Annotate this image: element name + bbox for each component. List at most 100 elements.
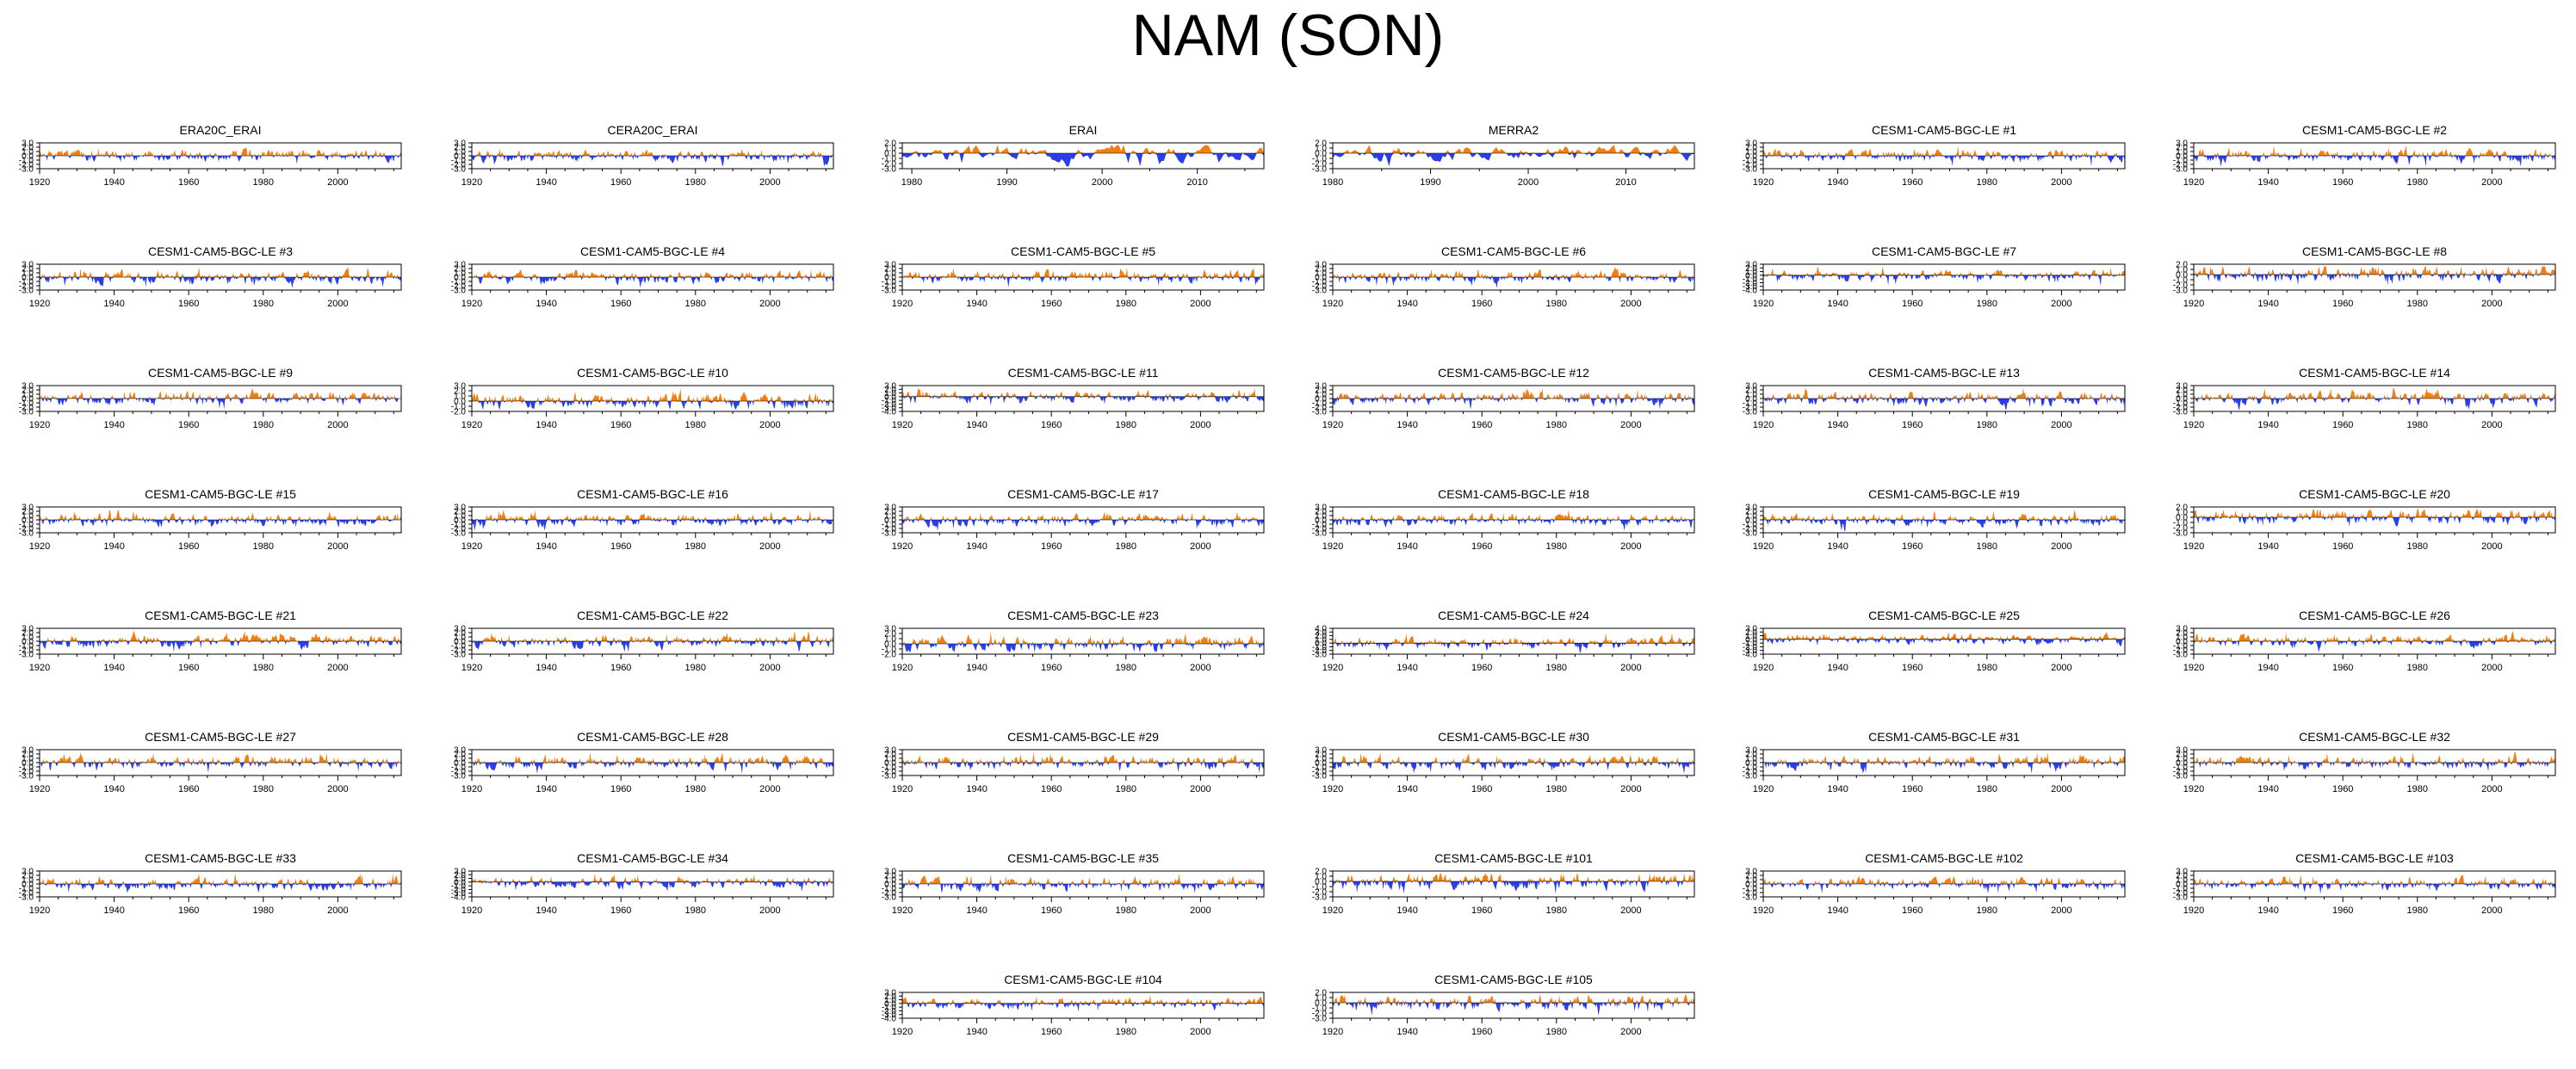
y-tick-label: -1.0 xyxy=(1743,640,1758,649)
x-tick-label: 2000 xyxy=(327,299,348,309)
x-tick-label: 1960 xyxy=(1471,1027,1492,1037)
y-tick-label: 1.0 xyxy=(1745,391,1757,400)
y-tick-label: 0.0 xyxy=(2176,638,2188,647)
y-tick-label: 1.0 xyxy=(2176,266,2188,275)
x-tick-label: 1920 xyxy=(892,541,913,552)
x-tick-label: 1920 xyxy=(892,663,913,673)
x-tick-label: 1940 xyxy=(1827,784,1848,794)
y-tick-label: 2.0 xyxy=(454,387,466,397)
y-tick-label: 1.0 xyxy=(2176,509,2188,518)
panel-34: CESM1-CAM5-BGC-LE #30 3.02.01.00.0-1.0-2.… xyxy=(1312,730,1695,794)
y-tick-label: -2.0 xyxy=(19,525,34,534)
y-tick-label: -3.0 xyxy=(882,529,897,539)
panel-21: CESM1-CAM5-BGC-LE #17 3.02.01.00.0-1.0-2.… xyxy=(882,487,1265,552)
y-tick-label: -1.0 xyxy=(19,885,34,894)
panel-title: CESM1-CAM5-BGC-LE #10 xyxy=(577,366,728,380)
y-tick-label: 3.0 xyxy=(454,139,466,149)
x-tick-label: 2000 xyxy=(327,177,348,188)
negative-area xyxy=(1333,881,1694,894)
negative-area xyxy=(902,277,1264,287)
negative-area xyxy=(2194,399,2555,410)
y-tick-label: -1.0 xyxy=(19,642,34,652)
positive-area xyxy=(40,752,401,763)
y-tick-label: -2.0 xyxy=(1743,643,1758,652)
positive-area xyxy=(1763,632,2125,640)
x-tick-label: 1920 xyxy=(461,177,482,188)
y-tick-label: -4.0 xyxy=(1743,287,1758,296)
y-tick-label: -1.0 xyxy=(19,763,34,773)
x-tick-label: 1920 xyxy=(1753,905,1774,916)
y-tick-label: 2.0 xyxy=(1745,144,1757,153)
x-tick-label: 2000 xyxy=(2051,177,2071,188)
positive-area xyxy=(40,267,401,277)
y-tick-label: -3.0 xyxy=(1743,893,1758,903)
y-tick-label: 2.0 xyxy=(884,751,896,760)
panel-12: CESM1-CAM5-BGC-LE #8 2.01.00.0-1.0-2.0-3.… xyxy=(2173,244,2556,309)
y-tick-label: 0.0 xyxy=(1315,395,1327,405)
y-tick-label: 0.0 xyxy=(22,759,34,769)
y-tick-label: 3.0 xyxy=(22,625,34,634)
panel-30: CESM1-CAM5-BGC-LE #26 3.02.01.00.0-1.0-2.… xyxy=(2173,609,2556,673)
y-tick-label: 2.0 xyxy=(884,508,896,517)
x-tick-label: 1980 xyxy=(253,663,274,673)
y-tick-label: -2.0 xyxy=(451,646,467,656)
x-tick-label: 1920 xyxy=(29,177,50,188)
y-tick-label: 1.0 xyxy=(22,876,34,886)
negative-area xyxy=(1763,520,2125,531)
x-tick-label: 1920 xyxy=(1322,1027,1343,1037)
negative-area xyxy=(1763,763,2125,774)
y-tick-label: -3.0 xyxy=(1312,529,1328,539)
y-tick-label: 0.0 xyxy=(2176,271,2188,281)
y-tick-label: -2.0 xyxy=(1312,404,1328,413)
y-tick-label: 2.0 xyxy=(454,144,466,153)
y-tick-label: -3.0 xyxy=(451,529,467,539)
y-tick-label: -3.0 xyxy=(451,889,467,899)
negative-area xyxy=(40,277,401,288)
y-tick-label: -3.0 xyxy=(882,404,897,413)
x-tick-label: 1920 xyxy=(461,905,482,916)
y-tick-label: -3.0 xyxy=(1312,651,1328,660)
x-tick-label: 2000 xyxy=(759,905,780,916)
panel-title: CESM1-CAM5-BGC-LE #9 xyxy=(148,366,293,380)
x-tick-label: 1960 xyxy=(610,541,631,552)
x-tick-label: 1940 xyxy=(1827,177,1848,188)
y-tick-label: 3.0 xyxy=(884,261,896,270)
y-tick-label: 2.0 xyxy=(2176,751,2188,760)
x-tick-label: 1920 xyxy=(29,663,50,673)
y-tick-label: 0.0 xyxy=(1745,271,1757,281)
y-tick-label: -1.0 xyxy=(451,403,467,412)
negative-area xyxy=(472,641,833,652)
positive-area xyxy=(1333,994,1694,1003)
y-tick-label: -2.0 xyxy=(882,889,897,899)
y-tick-label: 2.0 xyxy=(1315,265,1327,275)
y-tick-label: 3.0 xyxy=(1745,382,1757,392)
y-tick-label: -1.0 xyxy=(451,278,467,287)
y-tick-label: -2.0 xyxy=(19,768,34,777)
y-tick-label: -3.0 xyxy=(882,287,897,296)
x-tick-label: 2000 xyxy=(2051,905,2071,916)
y-tick-label: 1.0 xyxy=(454,148,466,158)
y-tick-label: 0.0 xyxy=(1745,881,1757,890)
negative-area xyxy=(472,156,833,167)
y-tick-label: 0.0 xyxy=(2176,514,2188,523)
x-tick-label: 1960 xyxy=(2332,541,2353,552)
y-tick-label: 2.0 xyxy=(884,992,896,1002)
y-tick-label: 1.0 xyxy=(1315,873,1327,882)
y-tick-label: -3.0 xyxy=(19,651,34,660)
y-tick-label: 3.0 xyxy=(454,625,466,634)
y-tick-label: 0.0 xyxy=(884,150,896,159)
y-tick-label: -1.0 xyxy=(1743,885,1758,894)
x-tick-label: 1960 xyxy=(2332,905,2353,916)
y-tick-label: 3.0 xyxy=(2176,139,2188,149)
y-tick-label: -3.0 xyxy=(1743,282,1758,292)
x-tick-label: 1940 xyxy=(1827,299,1848,309)
y-tick-label: 0.0 xyxy=(454,878,466,887)
x-tick-label: 1980 xyxy=(685,905,706,916)
x-tick-label: 1920 xyxy=(892,1027,913,1037)
y-tick-label: 3.0 xyxy=(1745,139,1757,149)
x-tick-label: 1960 xyxy=(1041,905,1062,916)
y-tick-label: -1.0 xyxy=(2173,157,2189,166)
negative-area xyxy=(472,277,833,288)
y-tick-label: -3.0 xyxy=(1743,529,1758,539)
positive-area xyxy=(1763,388,2125,399)
